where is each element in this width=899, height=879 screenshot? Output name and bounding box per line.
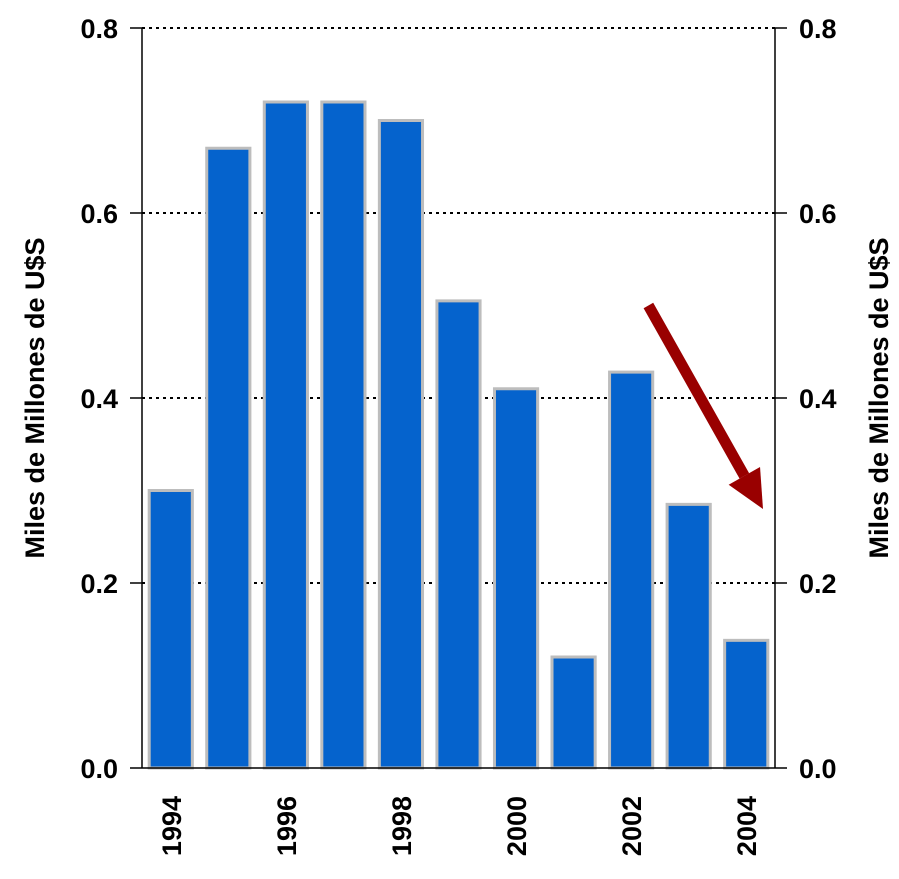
y-tick-label-left: 0.6	[80, 199, 118, 229]
trend-arrow	[643, 302, 763, 509]
bar-2000	[492, 387, 540, 770]
x-tick-label: 1998	[387, 796, 417, 856]
bar-1996	[262, 100, 309, 770]
bar-1995	[205, 146, 252, 770]
bar-2001	[550, 655, 597, 770]
left-y-axis: 0.0 0.2 0.4 0.6 0.8	[80, 14, 143, 784]
trend-arrow-shaft	[643, 302, 750, 479]
y-tick-label-left: 0.0	[80, 754, 118, 784]
bar-2003	[665, 502, 712, 770]
y-axis-title-right: Miles de Millones de U$S	[864, 237, 894, 558]
x-axis-tick-labels: 1994 1996 1998 2000 2002 2004	[157, 796, 762, 856]
bar-1997	[320, 100, 367, 770]
y-tick-label-right: 0.0	[799, 754, 837, 784]
y-tick-label-right: 0.2	[799, 569, 837, 599]
trend-arrow-head	[728, 467, 763, 509]
x-tick-label: 2004	[732, 796, 762, 856]
x-tick-label: 1994	[157, 796, 187, 856]
y-axis-title-left: Miles de Millones de U$S	[20, 237, 50, 558]
bars	[147, 100, 770, 770]
bar-1998	[377, 119, 425, 770]
y-tick-label-left: 0.2	[80, 569, 118, 599]
x-tick-label: 1996	[272, 796, 302, 856]
x-tick-label: 2002	[617, 796, 647, 856]
y-tick-label-right: 0.8	[799, 14, 837, 44]
y-tick-label-left: 0.8	[80, 14, 118, 44]
bar-2002	[608, 370, 655, 770]
y-tick-label-left: 0.4	[80, 384, 118, 414]
y-tick-label-right: 0.6	[799, 199, 837, 229]
x-tick-label: 2000	[502, 796, 532, 856]
bar-1999	[435, 299, 482, 770]
bar-1994	[147, 489, 194, 770]
y-tick-label-right: 0.4	[799, 384, 837, 414]
bar-2004	[723, 638, 770, 770]
right-y-axis: 0.0 0.2 0.4 0.6 0.8	[774, 14, 837, 784]
